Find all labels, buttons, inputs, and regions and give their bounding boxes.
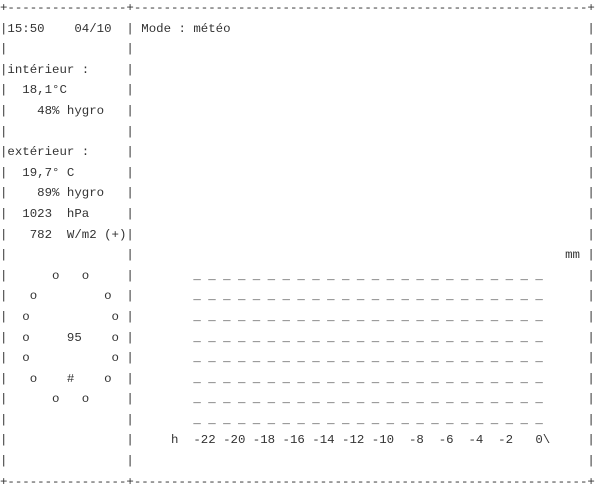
terminal-line: |intérieur : | | <box>0 62 595 77</box>
terminal-line: +----------------+----------------------… <box>0 1 595 15</box>
terminal-line: | 1023 hPa | | <box>0 206 595 221</box>
terminal-line: | o o | _ _ _ _ _ _ _ _ _ _ _ _ _ _ _ _ … <box>0 309 595 324</box>
terminal-line: | o o | _ _ _ _ _ _ _ _ _ _ _ _ _ _ _ _ … <box>0 268 595 283</box>
terminal-line: | | h -22 -20 -18 -16 -14 -12 -10 -8 -6 … <box>0 433 595 448</box>
terminal-line: | o o | _ _ _ _ _ _ _ _ _ _ _ _ _ _ _ _ … <box>0 289 595 304</box>
terminal-line: | | | <box>0 454 595 469</box>
terminal-line: | 782 W/m2 (+)| | <box>0 227 595 242</box>
terminal-line: | 18,1°C | | <box>0 83 595 98</box>
terminal-line: | o o | _ _ _ _ _ _ _ _ _ _ _ _ _ _ _ _ … <box>0 351 595 366</box>
terminal-line: +----------------+----------------------… <box>0 474 595 489</box>
terminal-line: | o 95 o | _ _ _ _ _ _ _ _ _ _ _ _ _ _ _… <box>0 330 595 345</box>
terminal-line: | 19,7° C | | <box>0 165 595 180</box>
terminal-line: |15:50 04/10 | Mode : météo | <box>0 21 595 36</box>
terminal-line: | | _ _ _ _ _ _ _ _ _ _ _ _ _ _ _ _ _ _ … <box>0 412 595 427</box>
terminal-line: | o o | _ _ _ _ _ _ _ _ _ _ _ _ _ _ _ _ … <box>0 392 595 407</box>
terminal-line: |extérieur : | | <box>0 145 595 160</box>
terminal-line: | | | <box>0 42 595 57</box>
terminal-line: | 48% hygro | | <box>0 103 595 118</box>
terminal-line: | o # o | _ _ _ _ _ _ _ _ _ _ _ _ _ _ _ … <box>0 371 595 386</box>
terminal-line: | 89% hygro | | <box>0 186 595 201</box>
terminal-line: | | | <box>0 124 595 139</box>
terminal-line: | | mm | <box>0 248 595 263</box>
